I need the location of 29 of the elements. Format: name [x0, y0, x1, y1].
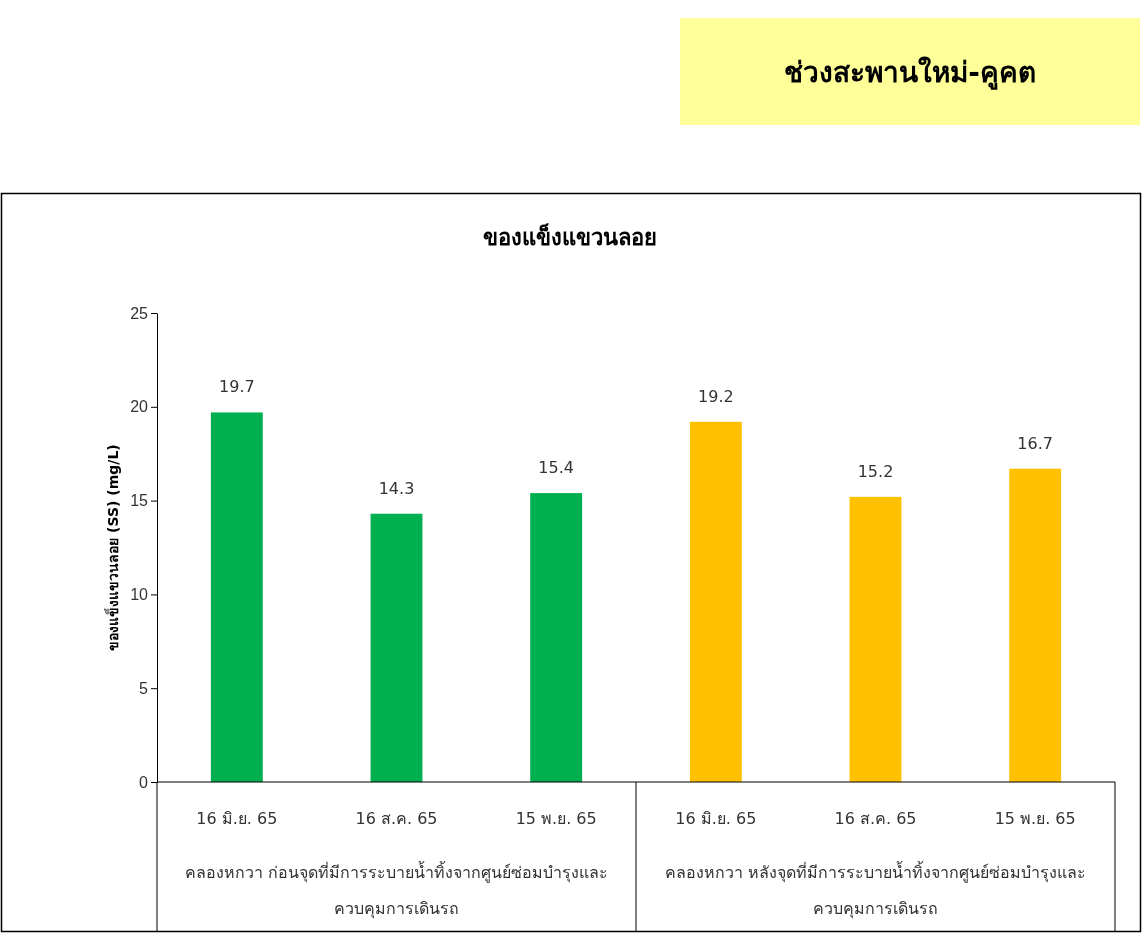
data-label: 19.2: [698, 386, 734, 406]
x-tick-label: 16 ส.ค. 65: [834, 809, 917, 828]
x-tick-label: 16 มิ.ย. 65: [196, 809, 278, 828]
data-label: 15.2: [857, 461, 894, 481]
text: คลองหกวา ก่อนจุดที่มีการระบายน้ำทิ้งจากศูนย์ซ่อมบำรุงและควบคุมการเดินรถ: [183, 860, 610, 921]
bar: [1009, 468, 1062, 782]
x-tick-label: 15 พ.ย. 65: [515, 809, 597, 828]
x-tick-label: 15 พ.ย. 65: [994, 809, 1076, 828]
data-label: 14.3: [378, 478, 415, 498]
bar: [689, 421, 742, 782]
bar: [370, 513, 423, 782]
x-tick-label: 16 มิ.ย. 65: [675, 809, 757, 828]
text: ช่วงสะพานใหม่-คูคต: [680, 18, 1140, 125]
data-label: 19.7: [219, 377, 255, 397]
data-label: 16.7: [1017, 433, 1053, 453]
data-label: 15.4: [538, 458, 574, 478]
bar: [849, 496, 902, 782]
y-tick-label: 0: [139, 773, 149, 791]
x-tick-label: 16 ส.ค. 65: [355, 809, 438, 828]
y-tick-label: 5: [139, 679, 149, 697]
chart-title: ของแข็งแขวนลอย: [483, 223, 657, 250]
y-axis-title: ของแข็งแขวนลอย (SS) (mg/L): [104, 444, 121, 651]
y-tick-label: 15: [130, 492, 149, 510]
bar: [530, 493, 583, 782]
y-tick-label: 20: [130, 398, 149, 416]
text: คลองหกวา หลังจุดที่มีการระบายน้ำทิ้งจากศูนย์ซ่อมบำรุงและควบคุมการเดินรถ: [663, 860, 1088, 921]
y-tick-label: 10: [130, 586, 149, 604]
bar: [210, 412, 263, 782]
y-tick-label: 25: [130, 304, 149, 322]
